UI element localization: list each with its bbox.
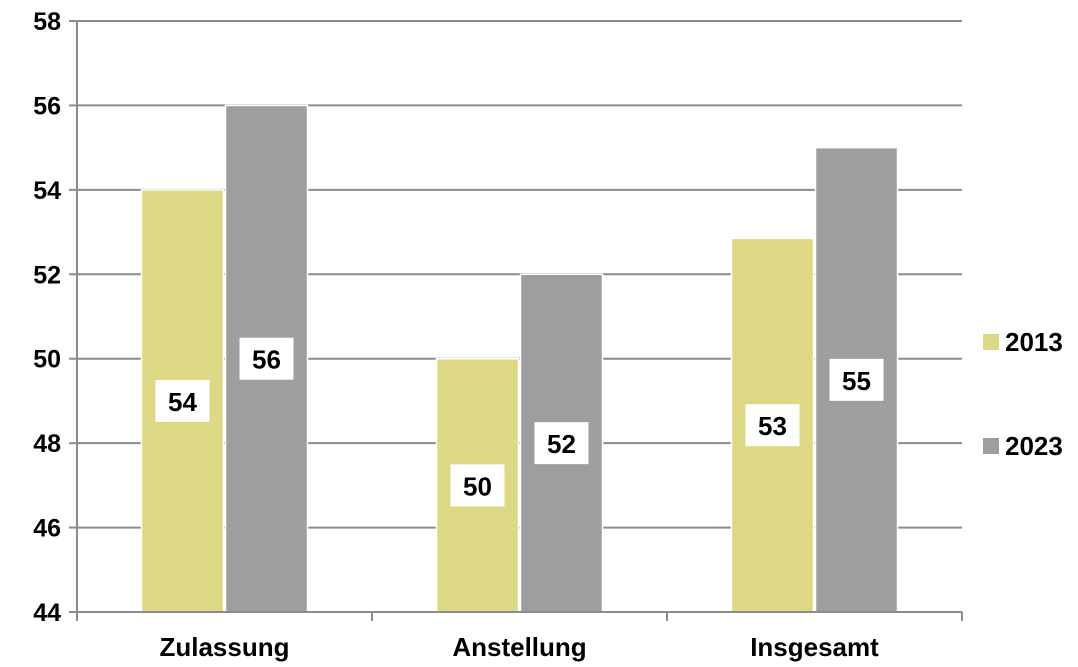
x-category-label: Zulassung <box>159 632 289 662</box>
legend: 2013 2023 <box>983 327 1063 461</box>
legend-label-2023: 2023 <box>1005 431 1063 461</box>
y-tick-label: 48 <box>33 430 61 458</box>
x-axis-categories: Zulassung Anstellung Insgesamt <box>159 632 879 662</box>
data-label-box <box>450 464 505 507</box>
y-tick-label: 46 <box>33 515 61 543</box>
data-label-2013-zulassung: 54 <box>168 387 197 417</box>
gridlines <box>77 20 962 529</box>
x-category-label: Anstellung <box>452 632 586 662</box>
x-category-label: Insgesamt <box>750 632 879 662</box>
y-tick-label: 58 <box>33 8 61 36</box>
y-tick-label: 50 <box>33 346 61 374</box>
data-labels: 54 56 50 52 53 55 <box>155 337 884 507</box>
data-label-box <box>534 422 589 465</box>
data-label-box <box>829 358 884 401</box>
data-label-box <box>239 337 294 380</box>
legend-swatch-2013 <box>983 334 999 350</box>
y-tick-label: 52 <box>33 261 61 289</box>
axes <box>69 20 963 621</box>
y-axis-ticks: 44 46 48 50 52 54 56 58 <box>33 8 61 627</box>
legend-label-2013: 2013 <box>1005 327 1063 357</box>
data-label-box <box>745 404 800 447</box>
data-label-2023-insgesamt: 55 <box>842 366 871 396</box>
data-label-2013-anstellung: 50 <box>463 471 492 501</box>
data-label-2023-zulassung: 56 <box>252 345 281 375</box>
data-label-2013-insgesamt: 53 <box>758 411 787 441</box>
data-label-2023-anstellung: 52 <box>547 429 576 459</box>
legend-swatch-2023 <box>983 438 999 454</box>
y-tick-label: 44 <box>33 599 61 627</box>
y-tick-label: 54 <box>33 177 61 205</box>
data-label-box <box>155 379 210 422</box>
y-tick-label: 56 <box>33 92 61 120</box>
